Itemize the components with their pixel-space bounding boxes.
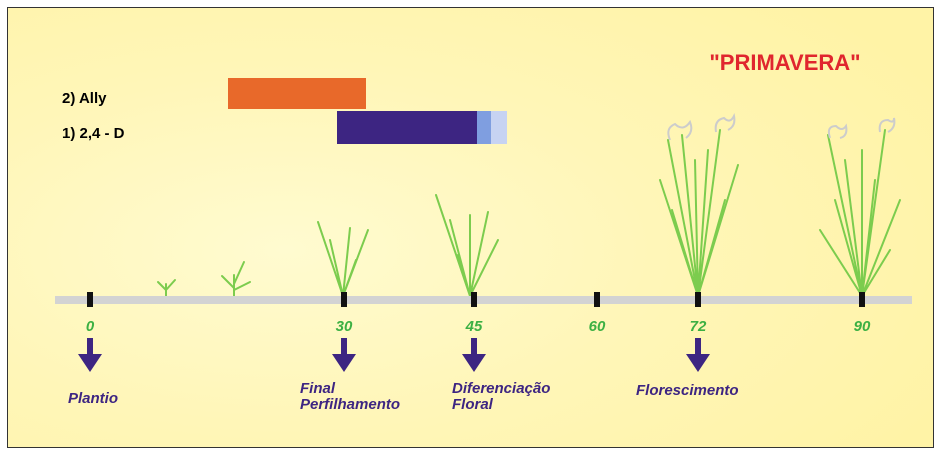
application-label: 2) Ally <box>62 90 107 107</box>
stage-label: Final <box>300 380 336 397</box>
24d-window-tail <box>477 111 491 144</box>
tick-mark <box>859 292 865 307</box>
tick-mark <box>341 292 347 307</box>
tick-mark <box>87 292 93 307</box>
tick-label: 45 <box>465 318 483 335</box>
tick-label: 72 <box>690 318 707 335</box>
tick-mark <box>695 292 701 307</box>
stage-label: Floral <box>452 396 494 413</box>
panicles <box>667 112 896 141</box>
tick-mark <box>594 292 600 307</box>
arrow <box>686 338 710 372</box>
arrow <box>78 338 102 372</box>
stage-label: Plantio <box>68 390 118 407</box>
stage-label: Florescimento <box>636 382 739 399</box>
24d-window-tail <box>491 111 507 144</box>
stage-label: Perfilhamento <box>300 396 400 413</box>
tick-mark <box>471 292 477 307</box>
plants <box>157 129 901 297</box>
24d-window <box>337 111 477 144</box>
tick-label: 90 <box>854 318 871 335</box>
ally-window <box>228 78 366 109</box>
arrow <box>332 338 356 372</box>
title: "PRIMAVERA" <box>709 50 860 75</box>
application-label: 1) 2,4 - D <box>62 125 125 142</box>
tick-label: 60 <box>589 318 606 335</box>
tick-label: 30 <box>336 318 353 335</box>
stage-label: Diferenciação <box>452 380 550 397</box>
timeline <box>55 296 912 304</box>
arrow <box>462 338 486 372</box>
tick-label: 0 <box>86 318 95 335</box>
